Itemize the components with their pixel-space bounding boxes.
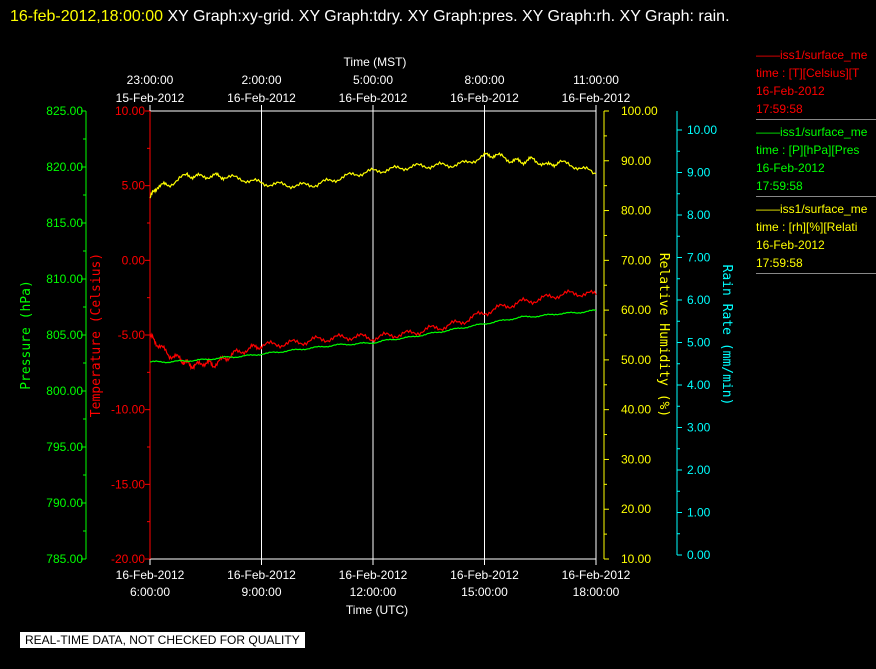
humidity-tick-label: 100.00 xyxy=(621,104,658,118)
humidity-series-line xyxy=(149,151,597,199)
top-tick-time: 2:00:00 xyxy=(241,73,281,87)
top-tick-time: 8:00:00 xyxy=(464,73,504,87)
rain-tick-label: 10.00 xyxy=(687,123,717,137)
pressure-tick-label: 815.00 xyxy=(46,216,83,230)
rain-axis-title: Rain Rate (mm/min) xyxy=(719,265,734,406)
temperature-tick-label: 0.00 xyxy=(122,253,146,267)
rain-tick-label: 0.00 xyxy=(687,548,711,562)
top-tick-date: 16-Feb-2012 xyxy=(450,91,519,105)
pressure-tick-label: 785.00 xyxy=(46,552,83,566)
top-tick-date: 16-Feb-2012 xyxy=(227,91,296,105)
rain-tick-label: 2.00 xyxy=(687,463,711,477)
humidity-tick-label: 70.00 xyxy=(621,253,651,267)
top-tick-date: 15-Feb-2012 xyxy=(116,91,185,105)
pressure-tick-label: 790.00 xyxy=(46,496,83,510)
top-tick-date: 16-Feb-2012 xyxy=(562,91,631,105)
rain-tick-label: 6.00 xyxy=(687,293,711,307)
bottom-tick-time: 18:00:00 xyxy=(573,585,620,599)
rain-tick-label: 7.00 xyxy=(687,251,711,265)
pressure-tick-label: 805.00 xyxy=(46,328,83,342)
pressure-tick-label: 820.00 xyxy=(46,160,83,174)
temperature-series-line xyxy=(149,289,597,371)
temperature-tick-label: -5.00 xyxy=(118,328,146,342)
humidity-tick-label: 20.00 xyxy=(621,502,651,516)
legend: ——iss1/surface_me time : [T][Celsius][T 16… xyxy=(756,46,876,277)
humidity-tick-label: 50.00 xyxy=(621,353,651,367)
legend-title: ——iss1/surface_me xyxy=(756,125,868,139)
pressure-series-line xyxy=(149,309,597,364)
grid-lines xyxy=(261,111,597,559)
chart-title-bar: 16-feb-2012,18:00:00 XY Graph:xy-grid. X… xyxy=(10,2,850,31)
quality-notice: REAL-TIME DATA, NOT CHECKED FOR QUALITY xyxy=(20,632,305,648)
top-tick-time: 11:00:00 xyxy=(573,73,619,87)
humidity-tick-label: 80.00 xyxy=(621,204,651,218)
temperature-tick-label: 10.00 xyxy=(115,104,145,118)
rain-tick-label: 5.00 xyxy=(687,336,711,350)
humidity-tick-label: 60.00 xyxy=(621,303,651,317)
legend-date: 16-Feb-2012 xyxy=(756,238,825,252)
legend-time: 17:59:58 xyxy=(756,102,803,116)
rain-tick-label: 4.00 xyxy=(687,378,711,392)
bottom-tick-date: 16-Feb-2012 xyxy=(339,568,408,582)
top-tick-time: 5:00:00 xyxy=(353,73,393,87)
temperature-tick-label: -15.00 xyxy=(111,477,145,491)
axes: 825.00 820.00 815.00 810.00 805.00 800.00 795.… xyxy=(19,55,734,617)
bottom-tick-time: 6:00:00 xyxy=(130,585,170,599)
graph-list: XY Graph:xy-grid. XY Graph:tdry. XY Grap… xyxy=(163,8,730,25)
pressure-tick-label: 825.00 xyxy=(46,104,83,118)
legend-line2: time : [P][hPa][Pres xyxy=(756,143,860,157)
bottom-axis-title: Time (UTC) xyxy=(346,603,408,617)
rain-tick-label: 8.00 xyxy=(687,208,711,222)
pressure-tick-label: 800.00 xyxy=(46,384,83,398)
top-tick-time: 23:00:00 xyxy=(127,73,174,87)
humidity-tick-label: 30.00 xyxy=(621,452,651,466)
temperature-tick-label: -10.00 xyxy=(111,403,145,417)
rain-tick-label: 1.00 xyxy=(687,506,711,520)
pressure-tick-label: 810.00 xyxy=(46,272,83,286)
pressure-tick-label: 795.00 xyxy=(46,440,83,454)
temperature-axis-title: Temperature (Celsius) xyxy=(89,253,104,417)
temperature-tick-label: 5.00 xyxy=(122,179,146,193)
top-tick-date: 16-Feb-2012 xyxy=(339,91,408,105)
bottom-tick-date: 16-Feb-2012 xyxy=(227,568,296,582)
bottom-tick-time: 15:00:00 xyxy=(461,585,508,599)
legend-title: ——iss1/surface_me xyxy=(756,202,868,216)
bottom-tick-date: 16-Feb-2012 xyxy=(562,568,631,582)
bottom-tick-date: 16-Feb-2012 xyxy=(116,568,185,582)
bottom-tick-time: 12:00:00 xyxy=(350,585,397,599)
legend-line2: time : [T][Celsius][T xyxy=(756,66,860,80)
rain-tick-label: 9.00 xyxy=(687,166,711,180)
timestamp: 16-feb-2012,18:00:00 xyxy=(10,8,164,25)
bottom-tick-time: 9:00:00 xyxy=(241,585,281,599)
data-series xyxy=(149,151,597,371)
legend-date: 16-Feb-2012 xyxy=(756,161,825,175)
bottom-tick-date: 16-Feb-2012 xyxy=(450,568,519,582)
legend-date: 16-Feb-2012 xyxy=(756,84,825,98)
rain-tick-label: 3.00 xyxy=(687,421,711,435)
humidity-axis-title: Relative Humidity (%) xyxy=(656,253,671,417)
legend-line2: time : [rh][%][Relati xyxy=(756,220,858,234)
legend-title: ——iss1/surface_me xyxy=(756,48,868,62)
humidity-tick-label: 10.00 xyxy=(621,552,651,566)
top-axis-title: Time (MST) xyxy=(344,55,407,69)
temperature-tick-label: -20.00 xyxy=(111,552,145,566)
humidity-tick-label: 90.00 xyxy=(621,154,651,168)
legend-time: 17:59:58 xyxy=(756,179,803,193)
humidity-tick-label: 40.00 xyxy=(621,403,651,417)
legend-time: 17:59:58 xyxy=(756,256,803,270)
pressure-axis-title: Pressure (hPa) xyxy=(19,280,34,390)
